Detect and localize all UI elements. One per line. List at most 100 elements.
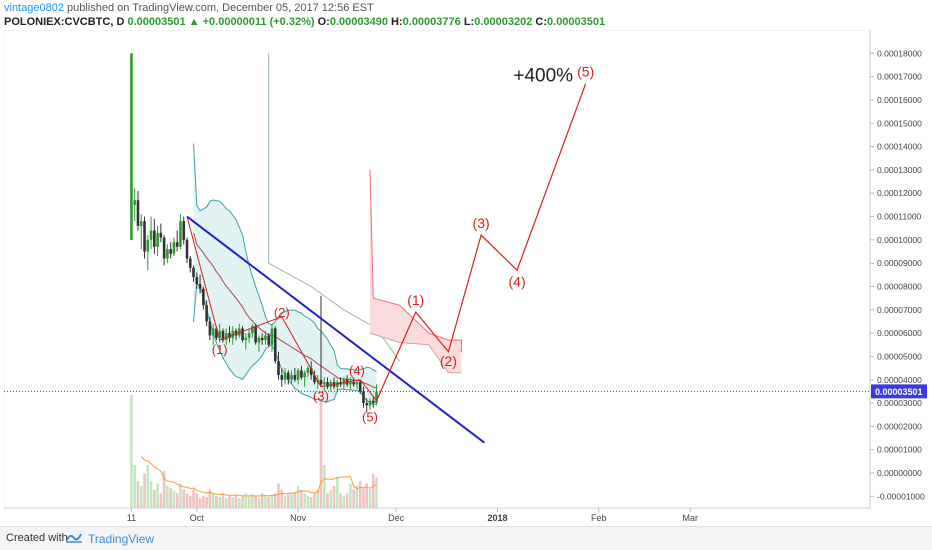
candle-body <box>237 328 241 336</box>
publisher-line: vintage0802 published on TradingView.com… <box>4 2 374 15</box>
y-axis: 0.00018000 0.00017000 0.00016000 0.00015000… <box>869 30 925 508</box>
candle-body <box>202 288 205 306</box>
trendline <box>186 215 485 444</box>
volume-bar <box>169 488 172 508</box>
volume-bar <box>368 489 372 508</box>
candle-body <box>313 375 316 383</box>
candle <box>133 188 137 222</box>
volume-bar <box>228 495 231 508</box>
close-label: C: <box>535 16 548 28</box>
candle <box>179 214 182 250</box>
candle-body <box>143 221 146 252</box>
wave-path-past <box>186 216 377 402</box>
candle-body <box>309 368 313 376</box>
candle <box>139 214 143 250</box>
candle <box>251 323 254 338</box>
volume-bar <box>195 493 199 508</box>
candle <box>365 398 369 413</box>
candle-body <box>260 337 264 341</box>
candle <box>244 333 248 350</box>
candle <box>182 216 186 245</box>
chart-area[interactable]: (1) (2) (3) (4) (5) (1) (2) (3) (4) (5) +400% 0.000… <box>3 29 928 526</box>
volume-bar <box>375 477 378 508</box>
volume-bar <box>218 496 221 508</box>
author-link[interactable]: vintage0802 <box>4 2 64 14</box>
y-tick-label: 0.00004000 <box>877 375 922 385</box>
volume-bar <box>293 492 297 508</box>
y-tick-label: 0.00006000 <box>877 328 922 338</box>
candle <box>280 368 284 387</box>
volume-bar <box>342 495 346 508</box>
tradingview-logo-icon[interactable] <box>66 531 82 543</box>
candle-body <box>162 237 166 259</box>
candle-body <box>277 361 280 376</box>
volume-bar <box>316 489 320 508</box>
volume-bar <box>221 493 225 508</box>
gain-annotation: +400% <box>513 65 573 86</box>
candle <box>313 370 316 385</box>
high-value: 0.00003776 <box>402 16 461 28</box>
candle-body <box>228 333 231 338</box>
low-label: L: <box>463 16 475 28</box>
volume-bar <box>283 495 287 508</box>
volume-bar <box>202 495 205 508</box>
candle-body <box>375 391 378 404</box>
price-chart[interactable]: (1)(2)(3)(4)(5)(1)(2)(3)(4)(5)+400%0.000… <box>3 29 928 526</box>
candle <box>368 398 372 411</box>
wave-label-projection: (1) <box>407 292 424 308</box>
volume-bar <box>166 485 169 508</box>
candle <box>326 377 329 390</box>
volume-bar <box>339 493 342 508</box>
candle <box>349 377 352 390</box>
published-info: published on TradingView.com, December 0… <box>63 2 374 14</box>
candle <box>267 333 271 348</box>
wave-label-projection: (2) <box>440 353 457 369</box>
candle <box>136 190 140 231</box>
x-axis: 11 Oct Nov Dec 2018 Feb Mar <box>4 507 870 523</box>
ichimoku-span-a <box>369 169 463 352</box>
candle-body <box>185 239 189 259</box>
volume-bar <box>267 496 271 508</box>
candle <box>371 396 375 408</box>
symbol-name[interactable]: POLONIEX:CVCBTC, D <box>4 16 125 28</box>
volume-bar <box>322 464 326 508</box>
candle-body <box>329 382 333 387</box>
volume-bar <box>234 494 238 508</box>
candle-body <box>215 328 218 338</box>
candle-body <box>234 330 238 336</box>
y-tick-label: 0.00002000 <box>877 421 922 431</box>
candle-body <box>149 230 153 240</box>
volume-bar <box>352 489 355 508</box>
candle-body <box>205 305 208 322</box>
candle-body <box>192 267 195 278</box>
candle <box>309 361 313 380</box>
ichimoku-cloud <box>370 169 462 373</box>
x-tick-label: 2018 <box>487 513 507 523</box>
tradingview-brand[interactable]: TradingView <box>88 532 155 546</box>
volume-bar <box>136 480 140 508</box>
candle-body <box>355 382 359 385</box>
candle <box>270 323 274 352</box>
open-label: O: <box>317 16 330 28</box>
candle-body <box>290 375 293 380</box>
candle-body <box>159 232 163 238</box>
candle-body <box>172 242 176 254</box>
low-value: 0.00003202 <box>474 16 533 28</box>
candle <box>375 384 378 406</box>
volume-bar <box>179 483 182 508</box>
candle <box>260 333 264 345</box>
price-change: +0.00000011 (+0.32%) <box>202 16 315 28</box>
y-tick-label: 0.00010000 <box>877 235 922 245</box>
volume-bar <box>362 488 365 508</box>
candle-body <box>156 232 159 247</box>
candle-body <box>182 221 186 240</box>
volume-bar <box>211 493 215 508</box>
candle-body <box>287 372 290 380</box>
candle <box>296 368 300 385</box>
y-tick-label: 0.00017000 <box>877 72 922 82</box>
volume-bar <box>355 485 359 508</box>
candle-body <box>358 382 362 392</box>
volume-bar <box>336 477 339 508</box>
volume-bar <box>303 493 306 508</box>
candle <box>198 274 202 294</box>
